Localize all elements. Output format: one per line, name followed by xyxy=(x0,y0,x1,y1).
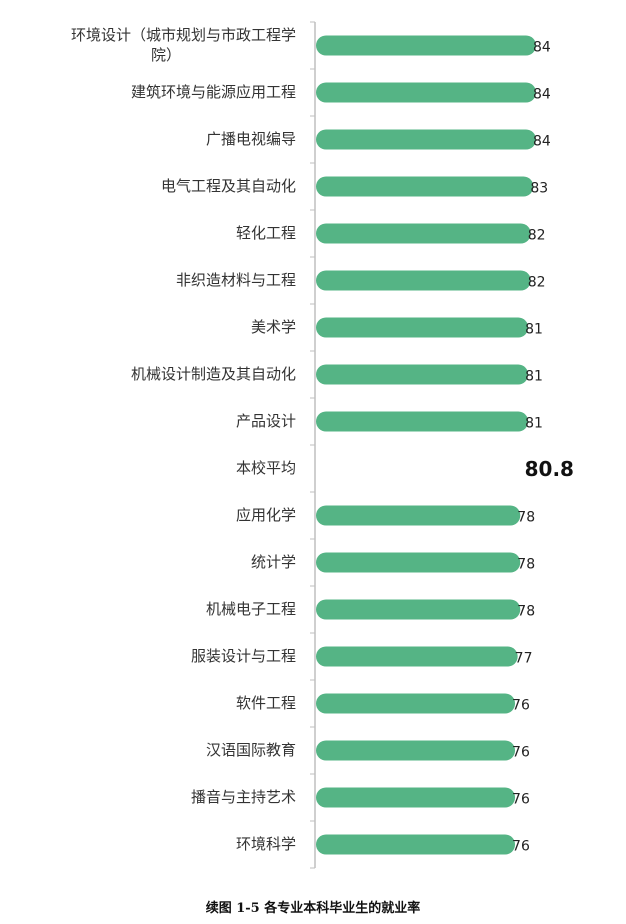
value-label: 76 xyxy=(512,698,530,714)
bar xyxy=(316,599,521,620)
category-label: 广播电视编导 xyxy=(206,130,296,148)
category-label: 本校平均 xyxy=(236,459,296,477)
value-label-highlight: 80.8 xyxy=(525,457,574,481)
bar xyxy=(316,552,521,573)
category-label: 机械电子工程 xyxy=(206,600,296,618)
value-label: 84 xyxy=(533,40,551,56)
bar xyxy=(316,82,536,103)
bar xyxy=(316,834,516,855)
value-label: 81 xyxy=(525,416,543,432)
bar xyxy=(316,270,531,291)
value-label: 83 xyxy=(530,181,548,197)
category-label: 统计学 xyxy=(251,553,296,571)
value-label: 78 xyxy=(517,557,535,573)
category-label: 电气工程及其自动化 xyxy=(161,177,296,195)
category-label: 轻化工程 xyxy=(236,224,296,242)
category-label: 服装设计与工程 xyxy=(191,647,296,665)
value-label: 76 xyxy=(512,839,530,855)
category-label: 播音与主持艺术 xyxy=(191,788,296,806)
figure-caption: 续图 1-5 各专业本科毕业生的就业率 xyxy=(205,901,421,916)
category-label: 环境设计（城市规划与市政工程学 xyxy=(71,26,296,44)
bar xyxy=(316,129,536,150)
value-label: 81 xyxy=(525,322,543,338)
category-label: 软件工程 xyxy=(236,694,296,712)
category-label: 美术学 xyxy=(251,318,296,336)
category-label: 院） xyxy=(151,46,181,64)
value-label: 81 xyxy=(525,369,543,385)
bar xyxy=(316,787,516,808)
value-label: 82 xyxy=(528,228,546,244)
bar xyxy=(316,646,518,667)
value-label: 78 xyxy=(517,604,535,620)
category-label: 产品设计 xyxy=(236,412,296,430)
bar xyxy=(316,176,534,197)
bar xyxy=(316,505,521,526)
category-label: 汉语国际教育 xyxy=(206,741,296,759)
category-label: 非织造材料与工程 xyxy=(176,271,296,289)
bar xyxy=(316,317,529,338)
value-label: 78 xyxy=(517,510,535,526)
bar xyxy=(316,693,516,714)
bar xyxy=(316,35,536,56)
value-label: 76 xyxy=(512,792,530,808)
bar xyxy=(316,364,529,385)
category-label: 应用化学 xyxy=(236,506,296,524)
bar xyxy=(316,740,516,761)
value-label: 84 xyxy=(533,87,551,103)
bar xyxy=(316,223,531,244)
value-label: 82 xyxy=(528,275,546,291)
value-label: 77 xyxy=(515,651,533,667)
bar xyxy=(316,411,529,432)
category-label: 环境科学 xyxy=(236,835,296,853)
category-label: 机械设计制造及其自动化 xyxy=(131,365,296,383)
value-label: 76 xyxy=(512,745,530,761)
value-label: 84 xyxy=(533,134,551,150)
category-label: 建筑环境与能源应用工程 xyxy=(131,83,296,101)
